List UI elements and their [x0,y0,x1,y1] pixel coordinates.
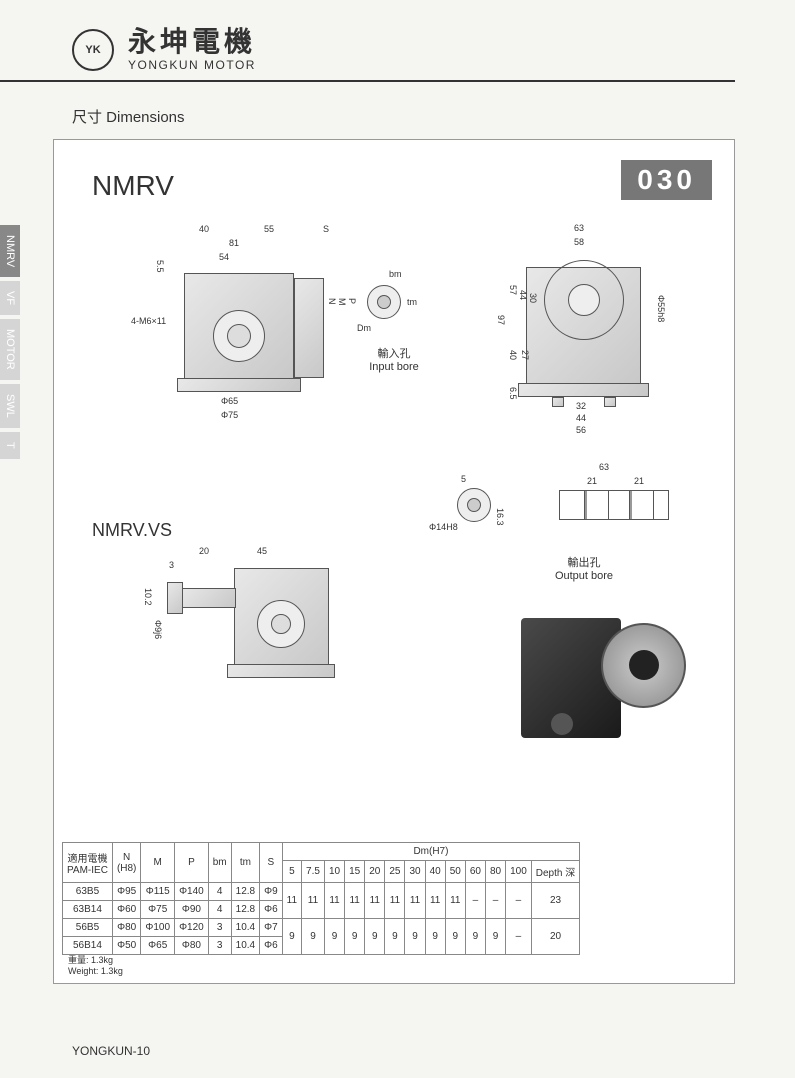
nmrvvs-diagram: 20 45 3 10.2 Φ9j6 [139,538,339,698]
nmrv-top-diagram: 63 58 97 57 44 30 40 27 6.5 Φ55h8 32 44 … [484,225,694,430]
product-photo [506,598,686,758]
th-bm: bm [208,843,231,883]
th-tm: tm [231,843,259,883]
th-p: P [175,843,209,883]
th-n: N (H8) [112,843,140,883]
logo-icon: YK [72,29,114,71]
dm-col: 100 [506,861,532,883]
tab-motor[interactable]: MOTOR [0,319,20,380]
th-dm: Dm(H7) [282,843,580,861]
th-s: S [260,843,283,883]
dm-col: 15 [345,861,365,883]
dm-col: 25 [385,861,405,883]
output-bore-caption: 輸出孔 Output bore [534,554,634,582]
weight-note: 重量: 1.3kg Weight: 1.3kg [68,955,123,977]
tab-t[interactable]: T [0,432,20,459]
tab-vf[interactable]: VF [0,281,20,315]
brand-block: 永坤電機 YONGKUN MOTOR [128,28,256,72]
header: YK 永坤電機 YONGKUN MOTOR [0,0,735,82]
input-bore-caption: 輸入孔 Input bore [354,345,434,373]
dm-col: 20 [365,861,385,883]
model-badge: 030 [621,160,712,200]
th-m: M [141,843,175,883]
brand-en: YONGKUN MOTOR [128,58,256,72]
side-tabs: NMRV VF MOTOR SWL T [0,225,24,463]
th-depth: Depth 深 [531,861,579,883]
main-content: 030 NMRV NMRV.VS 40 55 S 81 54 5.5 4-M6×… [53,139,735,984]
dm-col: 10 [324,861,344,883]
dm-col: 5 [282,861,301,883]
th-pam: 適用電機 PAM-IEC [63,843,113,883]
input-bore-diagram: bm tm Dm [349,275,439,355]
tab-nmrv[interactable]: NMRV [0,225,20,277]
output-bore-diagram: 5 63 21 21 Φ14H8 16.3 [439,470,699,550]
dm-col: 60 [465,861,485,883]
dm-col: 7.5 [302,861,325,883]
table-row: 63B5Φ95Φ115Φ140412.8Φ9 11111111111111111… [63,883,580,901]
dm-col: 50 [445,861,465,883]
title-nmrv: NMRV [92,170,174,202]
dm-col: 80 [485,861,505,883]
dm-col: 40 [425,861,445,883]
footer: YONGKUN-10 [72,1044,150,1058]
section-title: 尺寸 Dimensions [0,82,795,139]
tab-swl[interactable]: SWL [0,384,20,428]
nmrv-front-diagram: 40 55 S 81 54 5.5 4-M6×11 N M P Φ65 Φ75 [149,228,339,413]
table-row: 56B5Φ80Φ100Φ120310.4Φ7 99999999999–20 [63,919,580,937]
spec-table: 適用電機 PAM-IEC N (H8) M P bm tm S Dm(H7) 5… [62,842,580,955]
brand-cn: 永坤電機 [128,28,256,56]
dm-col: 30 [405,861,425,883]
